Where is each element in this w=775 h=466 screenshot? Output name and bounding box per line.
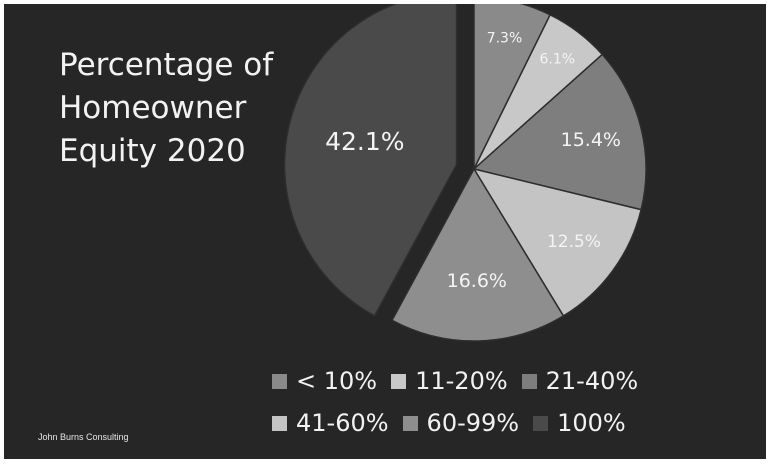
slice-value-label: 42.1% (325, 127, 404, 156)
chart-title: Percentage of Homeowner Equity 2020 (59, 44, 309, 173)
legend-label: 100% (557, 409, 626, 437)
legend-item: 41-60% (272, 409, 389, 437)
legend-swatch (272, 373, 287, 389)
legend-row: < 10% 11-20% 21-40% (272, 360, 712, 402)
chart-panel: Percentage of Homeowner Equity 2020 7.3%… (4, 4, 766, 459)
pie-slice-100 (283, 4, 458, 317)
slice-value-label: 6.1% (540, 51, 576, 67)
legend-label: < 10% (296, 367, 378, 395)
chart-legend: < 10% 11-20% 21-40% 41-60% 60-99% 100% (272, 360, 712, 444)
slice-value-label: 7.3% (487, 30, 523, 46)
legend-item: < 10% (272, 367, 377, 395)
legend-label: 11-20% (415, 367, 508, 395)
chart-title-line: Percentage of (59, 47, 274, 83)
chart-title-line: Equity 2020 (59, 133, 246, 169)
source-credit: John Burns Consulting (38, 432, 129, 442)
slice-value-label: 15.4% (561, 129, 621, 151)
legend-swatch (533, 415, 549, 431)
pie-chart: 7.3% 6.1% 15.4% 12.5% 16.6% 42.1% (283, 4, 647, 342)
legend-label: 21-40% (545, 367, 639, 395)
pie-slice-41-60 (472, 167, 643, 317)
legend-item: 100% (533, 409, 626, 437)
legend-row: 41-60% 60-99% 100% (272, 402, 712, 444)
legend-item: 60-99% (402, 409, 520, 437)
legend-swatch (521, 373, 537, 389)
legend-label: 41-60% (296, 409, 389, 437)
legend-swatch (391, 373, 407, 389)
pie-slice-60-99 (391, 167, 565, 342)
legend-item: 11-20% (391, 367, 508, 395)
legend-label: 60-99% (426, 409, 520, 437)
slice-value-label: 16.6% (447, 270, 507, 292)
legend-swatch (402, 415, 418, 431)
pie-slice-21-40 (472, 53, 647, 211)
legend-swatch (272, 415, 287, 431)
legend-item: 21-40% (521, 367, 639, 395)
slice-value-label: 12.5% (547, 232, 601, 252)
chart-title-line: Homeowner (59, 90, 247, 126)
